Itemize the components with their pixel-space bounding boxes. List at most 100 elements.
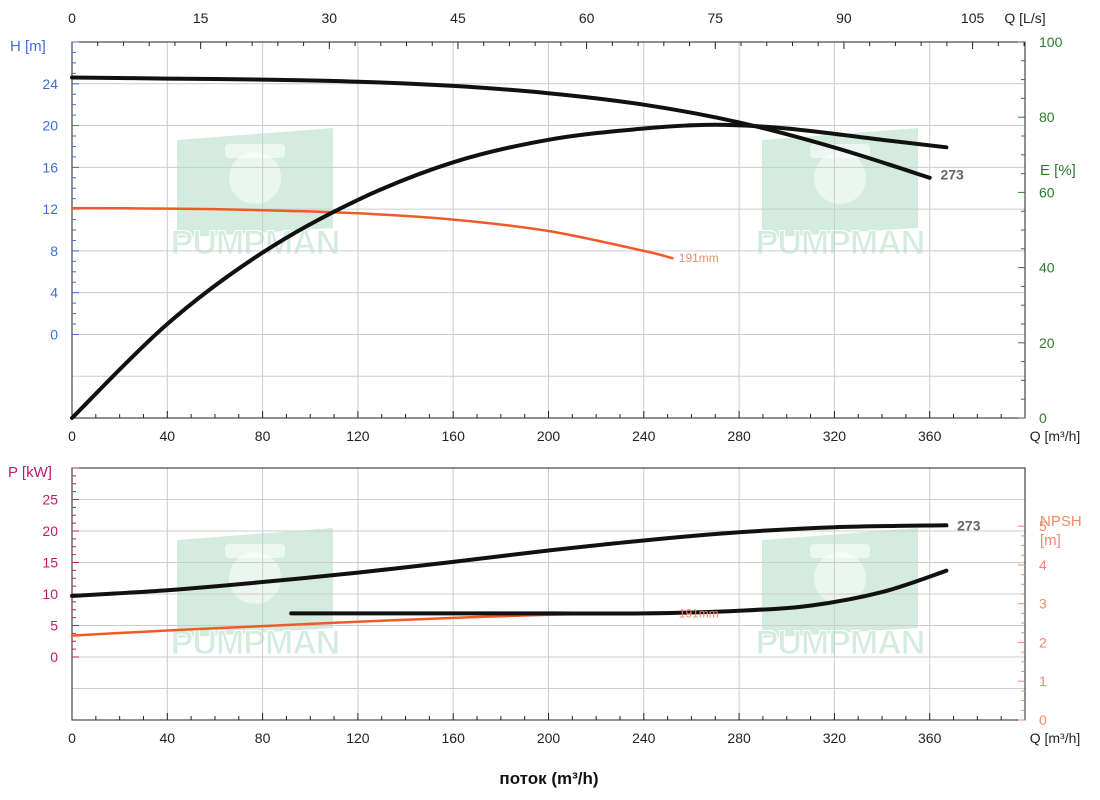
x-top-axis-label: Q [L/s]: [1004, 10, 1045, 26]
x-tick-label: 80: [255, 730, 271, 746]
pumpman-logo-icon: [762, 128, 918, 238]
y-left-axis-label: H [m]: [10, 38, 46, 55]
pumpman-logo-icon: [177, 128, 333, 238]
x-tick-label: 160: [442, 428, 466, 444]
y-right-tick-label: 4: [1039, 557, 1047, 573]
x-tick-label: 40: [160, 730, 176, 746]
x-top-tick-label: 15: [193, 10, 209, 26]
y-left-tick-label: 15: [42, 555, 58, 571]
y-left-tick-label: 0: [50, 326, 58, 342]
y-right-tick-label: 40: [1039, 260, 1055, 276]
registered-mark: [900, 532, 912, 544]
y-left-tick-label: 8: [50, 243, 58, 259]
watermark: PUMPMAN: [755, 528, 926, 663]
watermark-text: PUMPMAN: [756, 224, 925, 262]
watermark-face: [814, 552, 866, 604]
watermark-cap: [225, 144, 285, 158]
y-left-tick-label: 20: [42, 523, 58, 539]
x-top-tick-label: 75: [707, 10, 723, 26]
registered-mark: [315, 532, 327, 544]
head-efficiency-panel: 0 40 80 120 160 200 240 280 320 360 Q [m³/h]0 15 30 4…: [10, 10, 1080, 444]
y-left-axis-label: P [kW]: [8, 464, 52, 481]
x-tick-label: 280: [727, 428, 751, 444]
watermark-shield: [762, 528, 918, 638]
x-tick-label: 0: [68, 428, 76, 444]
x-axis-title: поток (m³/h): [499, 769, 598, 788]
series-group: 273 191mm: [70, 517, 981, 637]
x-top-tick-label: 45: [450, 10, 466, 26]
watermark-text: PUMPMAN: [171, 624, 340, 662]
curve-label: 273: [957, 517, 981, 533]
x-axis-label: Q [m³/h]: [1030, 730, 1081, 746]
x-tick-label: 240: [632, 730, 656, 746]
registered-mark: [315, 132, 327, 144]
y-axis-left: 0 4 8 12 16 20 24 H [m]: [10, 38, 79, 342]
y-left-tick-label: 4: [50, 285, 58, 301]
watermark-face: [229, 152, 281, 204]
x-top-tick-label: 0: [68, 10, 76, 26]
y-right-tick-label: 0: [1039, 712, 1047, 728]
x-axis-top: 0 15 30 45 60 75 90 105 Q [L/s]: [68, 10, 1046, 49]
x-tick-label: 160: [442, 730, 466, 746]
watermark-face: [229, 552, 281, 604]
series-head-273: [70, 75, 932, 180]
watermark-face: [814, 152, 866, 204]
y-right-tick-label: 5: [1039, 518, 1047, 534]
curve-label: 191mm: [679, 251, 719, 265]
x-top-tick-label: 30: [322, 10, 338, 26]
y-left-tick-label: 10: [42, 586, 58, 602]
watermark-shield: [762, 128, 918, 238]
watermark: PUMPMAN: [170, 128, 341, 263]
curve-label: 191mm: [679, 606, 719, 620]
x-tick-label: 40: [160, 428, 176, 444]
x-tick-label: 240: [632, 428, 656, 444]
x-tick-label: 0: [68, 730, 76, 746]
y-left-tick-label: 24: [42, 76, 58, 92]
x-top-tick-label: 105: [961, 10, 985, 26]
x-tick-label: 200: [537, 428, 561, 444]
x-tick-label: 360: [918, 730, 942, 746]
y-axis-left: 0 5 10 15 20 25 P [kW]: [8, 464, 79, 665]
series-power-273: [70, 523, 949, 598]
y-right-tick-label: 60: [1039, 184, 1055, 200]
x-tick-label: 200: [537, 730, 561, 746]
y-right-axis-label: [m]: [1040, 532, 1061, 549]
x-tick-label: 80: [255, 428, 271, 444]
y-right-tick-label: 20: [1039, 335, 1055, 351]
y-left-tick-label: 5: [50, 618, 58, 634]
y-right-tick-label: 1: [1039, 673, 1047, 689]
series-group: 273 191mm: [70, 75, 964, 420]
watermark-cap: [225, 544, 285, 558]
y-left-tick-label: 16: [42, 159, 58, 175]
series-power-191mm: [70, 611, 674, 637]
x-tick-label: 320: [823, 730, 847, 746]
x-axis-bottom: 0 40 80 120 160 200 240 280 320 360 Q [m³/h]: [68, 713, 1080, 746]
x-top-tick-label: 90: [836, 10, 852, 26]
x-tick-label: 280: [727, 730, 751, 746]
x-tick-label: 120: [346, 730, 370, 746]
watermark-text: PUMPMAN: [756, 624, 925, 662]
watermark-cap: [810, 544, 870, 558]
y-left-tick-label: 20: [42, 118, 58, 134]
watermark: PUMPMAN: [170, 528, 341, 663]
y-right-tick-label: 0: [1039, 410, 1047, 426]
x-axis-bottom: 0 40 80 120 160 200 240 280 320 360 Q [m³/h]: [68, 411, 1080, 444]
y-left-tick-label: 0: [50, 649, 58, 665]
y-right-tick-label: 3: [1039, 596, 1047, 612]
y-left-tick-label: 12: [42, 201, 58, 217]
y-right-axis-label: E [%]: [1040, 162, 1076, 179]
curve-label: 273: [940, 167, 964, 183]
y-left-tick-label: 25: [42, 492, 58, 508]
watermark: PUMPMAN: [755, 128, 926, 263]
pumpman-logo-icon: [762, 528, 918, 638]
y-right-tick-label: 2: [1039, 634, 1047, 650]
x-tick-label: 320: [823, 428, 847, 444]
x-top-tick-label: 60: [579, 10, 595, 26]
x-tick-label: 360: [918, 428, 942, 444]
series-npsh-curve: [289, 568, 949, 616]
y-right-tick-label: 80: [1039, 109, 1055, 125]
series-head-191mm: [70, 206, 674, 260]
power-npsh-panel: 0 40 80 120 160 200 240 280 320 360 Q [m³/h]051015…: [8, 464, 1082, 746]
